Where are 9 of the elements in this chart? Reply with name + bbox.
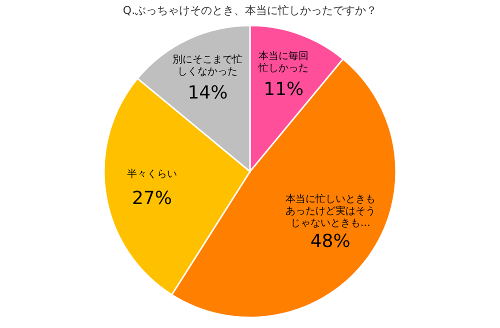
- slice-label: 本当に毎回忙しかった: [258, 50, 309, 74]
- slice-label: 半々くらい: [126, 168, 177, 180]
- slice-label: 別にそこまで忙しくなかった: [172, 54, 243, 78]
- slice-label: 本当に忙しいときもあったけど実はそうじゃないときも…: [285, 192, 376, 229]
- data-label: 11%: [264, 79, 304, 100]
- data-label: 48%: [310, 230, 350, 252]
- chart-title: Q.ぶっちゃけそのとき、本当に忙しかったですか？: [122, 4, 378, 17]
- data-label: 14%: [188, 82, 228, 104]
- data-label: 27%: [132, 188, 172, 210]
